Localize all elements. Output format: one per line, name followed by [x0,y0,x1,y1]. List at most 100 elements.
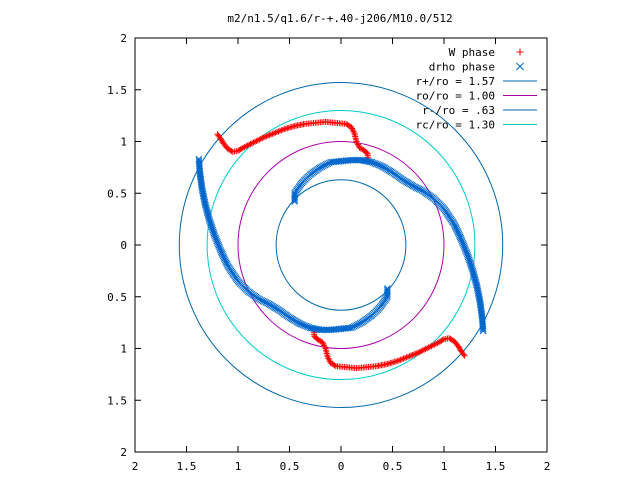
drho-phase-point-b [258,296,265,304]
drho-phase-point-b [466,258,474,265]
drho-phase-point-b [516,62,524,71]
drho-phase-point-b [216,245,224,252]
drho-phase-point-b [217,246,224,254]
drho-phase-point-b [296,320,304,328]
drho-phase-point-b [218,249,226,257]
drho-phase-point-b [303,323,311,330]
reference-circle [237,141,445,349]
drho-phase-point-b [451,222,459,230]
drho-phase-point-b [255,295,262,303]
drho-phase-point-b [452,225,460,232]
drho-phase-point-b [454,229,462,237]
x-tick-label: 1 [235,460,242,473]
drho-phase-point-b [467,262,475,270]
drho-phase-point-b [207,220,215,228]
drho-phase-point-b [378,162,386,170]
drho-phase-point-b [264,299,271,307]
drho-phase-point-b [223,260,231,268]
drho-phase-point-b [411,183,418,191]
drho-phase-point-b [305,323,312,331]
y-tick-label: 2 [120,32,127,45]
axis-ticks: 2 1.5 1 0.5 0 0.5 1 1.5 221.510.500.511.52 [107,32,550,473]
y-tick-label: 1 [120,343,127,356]
drho-phase-point-b [466,259,474,267]
x-tick-label: 1.5 [486,460,506,473]
drho-phase-point-b [463,248,470,256]
drho-phase-point-b [219,252,227,260]
y-tick-label: 1.5 [107,84,127,97]
y-tick-label: 2 [120,446,127,459]
drho-phase-point-b [465,256,473,264]
y-tick-label: 0.5 [107,291,127,304]
drho-phase-point-b [299,321,307,329]
drho-phase-point-b [467,261,475,269]
drho-phase-point-b [453,226,461,234]
drho-phase-point-b [465,255,473,262]
x-tick-label: 1 [441,460,448,473]
drho-phase-point-b [256,296,264,303]
legend-label: rc/ro = 1.30 [416,119,495,132]
data-marks [195,118,487,372]
drho-phase-point-b [215,242,222,249]
drho-phase-point-b [461,245,469,253]
drho-phase-point-b [458,238,466,245]
drho-phase-point-b [206,217,214,225]
drho-phase-point-b [468,265,476,273]
drho-phase-point-b [383,285,391,292]
drho-phase-point-b [210,231,218,239]
y-tick-label: 1 [120,136,127,149]
drho-phase-point-b [372,160,380,168]
legend-label: ro/ro = 1.00 [416,90,495,103]
drho-phase-point-b [371,160,379,167]
drho-phase-point-b [206,218,214,226]
drho-phase-point-b [464,253,472,261]
drho-phase-point-b [420,187,427,195]
drho-phase-point-b [259,297,267,305]
reference-circle [178,82,504,408]
legend-label: r+/ro = 1.57 [416,75,495,88]
x-tick-label: 2 [132,460,139,473]
drho-phase-point-b [261,298,268,306]
legend-label: W phase [449,46,495,59]
drho-phase-point-b [302,322,310,330]
drho-phase-point-b [262,299,270,306]
drho-phase-point-b [300,322,308,329]
drho-phase-point-b [414,184,421,192]
drho-phase-point-b [412,184,420,191]
x-tick-label: 0 [338,460,345,473]
drho-phase-point-b [417,186,424,194]
drho-phase-point-b [462,247,470,255]
drho-phase-point-b [463,250,471,258]
drho-phase-point-b [457,235,465,242]
drho-phase-point-b [458,236,465,244]
drho-phase-point-b [452,223,459,231]
drho-phase-point-b [212,235,220,243]
drho-phase-point-b [223,259,230,267]
drho-phase-point-b [374,161,382,168]
drho-phase-point-b [221,255,228,262]
drho-phase-point-b [209,228,217,235]
drho-phase-point-b [375,161,383,169]
x-tick-label: 0.5 [383,460,403,473]
drho-phase-point-b [215,243,223,251]
drho-phase-point-b [460,242,468,250]
drho-phase-point-b [455,230,463,238]
drho-phase-point-b [415,185,423,193]
drho-phase-point-b [456,233,464,241]
drho-phase-point-b [469,269,477,276]
legend-label: drho phase [429,61,495,74]
drho-phase-point-b [469,267,477,275]
drho-phase-point-b [418,187,426,194]
drho-phase-point-b [210,229,218,237]
drho-phase-point-b [217,248,225,255]
drho-phase-point-b [456,232,463,239]
drho-phase-point-b [464,251,472,259]
drho-phase-point-b [220,253,228,261]
drho-phase-point-b [461,244,468,251]
reference-circle [275,179,407,311]
x-tick-label: 1.5 [177,460,197,473]
drho-phase-point-b [370,159,377,167]
y-tick-label: 0 [120,239,127,252]
reference-circles [178,82,504,408]
